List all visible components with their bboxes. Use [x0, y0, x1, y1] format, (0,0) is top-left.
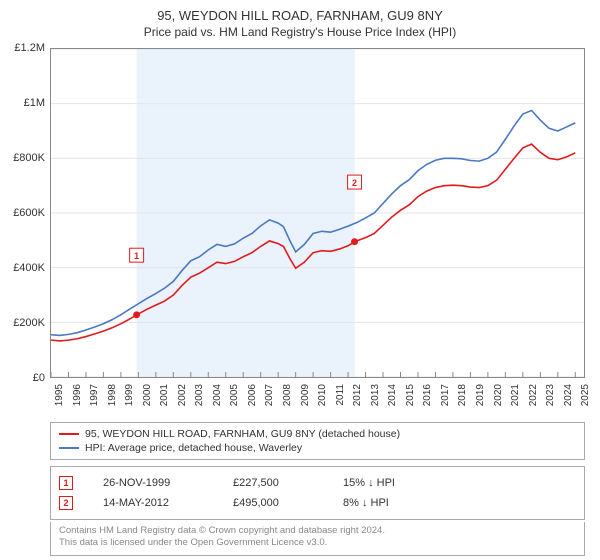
- xtick-label: 2025: [580, 384, 591, 406]
- xtick-label: 2018: [457, 384, 468, 406]
- sale-row: 2 14-MAY-2012 £495,000 8% ↓ HPI: [59, 493, 576, 513]
- xtick-label: 2019: [475, 384, 486, 406]
- xtick-label: 2007: [264, 384, 275, 406]
- sale-marker-icon: 1: [59, 476, 73, 490]
- chart-subtitle: Price paid vs. HM Land Registry's House …: [0, 23, 600, 45]
- sale-price: £227,500: [233, 477, 313, 489]
- xtick-label: 2004: [212, 384, 223, 406]
- xtick-label: 1997: [89, 384, 100, 406]
- sale-price: £495,000: [233, 497, 313, 509]
- xtick-label: 2015: [405, 384, 416, 406]
- xtick-label: 2020: [493, 384, 504, 406]
- ytick-label: £600K: [13, 207, 45, 219]
- sale-date: 26-NOV-1999: [103, 477, 203, 489]
- xtick-label: 2006: [247, 384, 258, 406]
- xtick-label: 1998: [107, 384, 118, 406]
- legend-label: 95, WEYDON HILL ROAD, FARNHAM, GU9 8NY (…: [85, 428, 400, 440]
- sale-box-label-2: 2: [352, 178, 357, 188]
- xtick-label: 2000: [142, 384, 153, 406]
- ytick-label: £200K: [13, 317, 45, 329]
- chart-container: 95, WEYDON HILL ROAD, FARNHAM, GU9 8NY P…: [0, 0, 600, 560]
- legend-item: 95, WEYDON HILL ROAD, FARNHAM, GU9 8NY (…: [59, 427, 576, 441]
- xtick-label: 2005: [229, 384, 240, 406]
- ytick-label: £800K: [13, 152, 45, 164]
- x-axis-labels: 1995 1996 1997 1998 1999 2000 2001 2002 2003 2004…: [50, 378, 585, 418]
- plot-area: 12: [50, 48, 585, 378]
- footer-attribution: Contains HM Land Registry data © Crown c…: [50, 522, 585, 556]
- xtick-label: 1999: [124, 384, 135, 406]
- sale-diff: 15% ↓ HPI: [343, 477, 463, 489]
- xtick-label: 2017: [440, 384, 451, 406]
- sales-table: 1 26-NOV-1999 £227,500 15% ↓ HPI 2 14-MA…: [50, 466, 585, 520]
- chart-title: 95, WEYDON HILL ROAD, FARNHAM, GU9 8NY: [0, 0, 600, 23]
- xtick-label: 2001: [159, 384, 170, 406]
- xtick-label: 2002: [177, 384, 188, 406]
- legend-label: HPI: Average price, detached house, Wave…: [85, 442, 302, 454]
- sale-marker-icon: 2: [59, 496, 73, 510]
- xtick-label: 1996: [72, 384, 83, 406]
- legend-swatch: [59, 447, 79, 449]
- xtick-label: 2024: [563, 384, 574, 406]
- ytick-label: £400K: [13, 262, 45, 274]
- sale-dot-2: [351, 238, 358, 245]
- xtick-label: 1995: [54, 384, 65, 406]
- xtick-label: 2003: [194, 384, 205, 406]
- xtick-label: 2014: [387, 384, 398, 406]
- sale-box-label-1: 1: [134, 251, 139, 261]
- xtick-label: 2010: [317, 384, 328, 406]
- xtick-label: 2012: [352, 384, 363, 406]
- legend-swatch: [59, 433, 79, 435]
- ytick-label: £0: [33, 372, 45, 384]
- xtick-label: 2023: [545, 384, 556, 406]
- footer-line-1: Contains HM Land Registry data © Crown c…: [59, 525, 576, 537]
- xtick-label: 2011: [335, 384, 346, 406]
- sale-row: 1 26-NOV-1999 £227,500 15% ↓ HPI: [59, 473, 576, 493]
- sale-diff: 8% ↓ HPI: [343, 497, 463, 509]
- xtick-label: 2021: [510, 384, 521, 406]
- legend-item: HPI: Average price, detached house, Wave…: [59, 441, 576, 455]
- xtick-label: 2016: [422, 384, 433, 406]
- line-chart-svg: 12: [51, 49, 584, 377]
- sale-dot-1: [133, 311, 140, 318]
- ytick-label: £1M: [24, 97, 45, 109]
- xtick-label: 2013: [370, 384, 381, 406]
- xtick-label: 2009: [300, 384, 311, 406]
- ytick-label: £1.2M: [14, 42, 45, 54]
- sale-date: 14-MAY-2012: [103, 497, 203, 509]
- xtick-label: 2022: [528, 384, 539, 406]
- legend: 95, WEYDON HILL ROAD, FARNHAM, GU9 8NY (…: [50, 422, 585, 460]
- footer-line-2: This data is licensed under the Open Gov…: [59, 537, 576, 549]
- xtick-label: 2008: [282, 384, 293, 406]
